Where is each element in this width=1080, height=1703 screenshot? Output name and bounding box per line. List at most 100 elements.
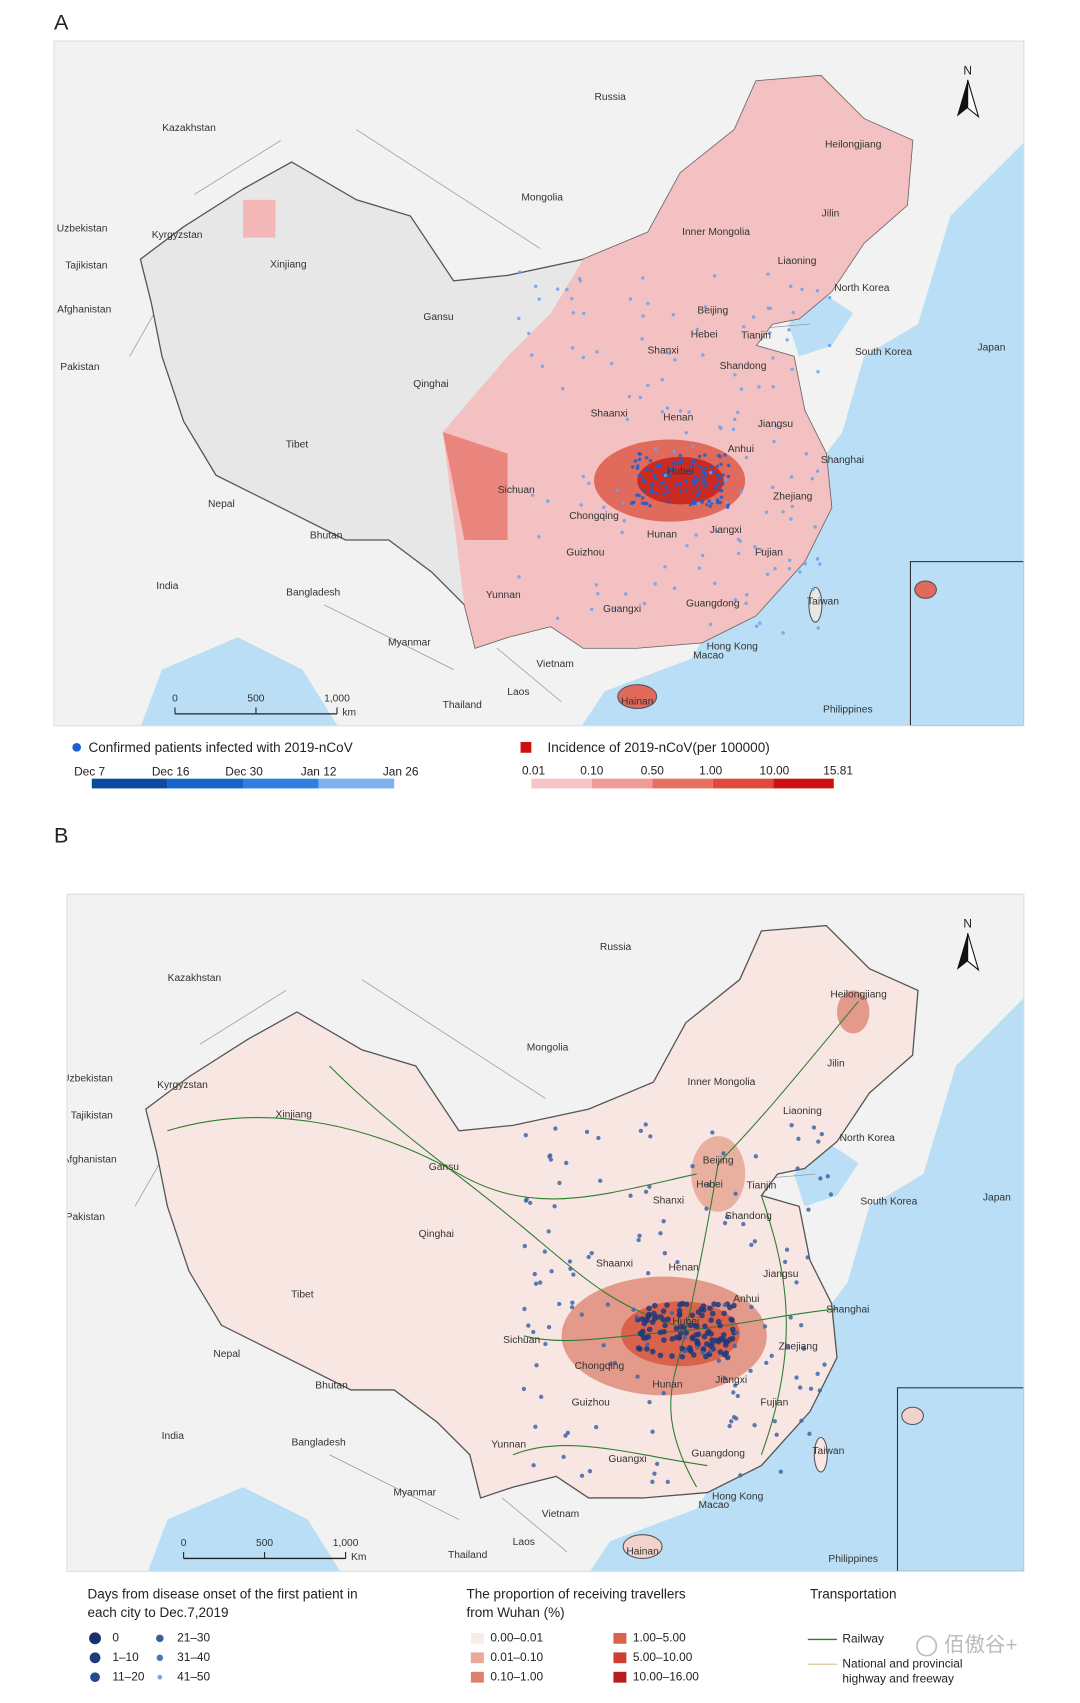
case-dot [801,1346,807,1351]
case-dot [703,471,708,475]
case-dot [658,1231,663,1236]
case-dot [771,385,775,389]
case-dot [807,1431,812,1436]
case-dot [638,452,642,456]
case-dot [637,1330,644,1337]
map-label: Japan [977,342,1005,353]
case-dot [770,485,775,489]
legend-title: Incidence of 2019-nCoV(per 100000) [548,740,770,755]
map-label: Taiwan [807,596,839,607]
legend-title: Transportation [810,1587,897,1602]
case-dot [668,474,673,478]
map-label: Tibet [291,1290,314,1301]
map-label: Guizhou [566,548,604,559]
case-dot [545,499,550,503]
case-dot [733,1191,738,1196]
case-dot [718,425,722,429]
case-dot [692,459,697,463]
case-dot [751,315,756,319]
map-label: Shanxi [653,1196,684,1207]
case-dot [652,1302,658,1309]
case-dot [708,504,713,508]
case-dot [787,566,792,571]
map-label: Myanmar [393,1487,436,1498]
map-label: Guangxi [603,604,641,615]
legend-label: 0.01–0.10 [490,1650,543,1664]
case-dot [531,1329,536,1335]
legend-label: 0.50 [641,763,665,777]
railway [760,1195,787,1455]
legend-label: 0.10–1.00 [490,1669,543,1683]
case-dot [533,284,538,289]
legend-swatch [470,1671,484,1683]
case-dot [521,1386,527,1392]
legend-label: highway and freeway [842,1672,954,1686]
map-label: Beijing [703,1156,734,1167]
border [356,129,541,249]
case-dot [569,1305,575,1310]
case-dot [726,463,731,468]
map-label: Hong Kong [712,1492,764,1503]
map-label: South Korea [855,347,912,358]
case-dot [790,367,794,372]
case-dot [557,1301,562,1307]
case-dot [701,353,705,357]
case-dot [669,1336,676,1342]
case-dot [785,338,789,342]
case-dot [649,1348,656,1355]
case-dot [602,505,606,510]
case-dot [634,1314,639,1320]
case-dot [681,1324,687,1331]
legend-label: Jan 12 [301,764,337,778]
case-dot [590,607,594,612]
case-dot [589,1250,594,1256]
legend-title: from Wuhan (%) [467,1605,565,1620]
case-dot [794,1280,799,1285]
legend-label: 1.00 [699,763,723,777]
case-dot [773,566,777,571]
map-label: Henan [663,413,694,424]
legend-dot [89,1652,101,1664]
case-dot [581,474,586,479]
case-dot [658,1314,664,1320]
case-dot [741,1221,746,1227]
legend-label: 10.00 [760,763,790,777]
case-dot [648,1134,653,1139]
case-dot [688,502,693,507]
case-dot [531,1463,536,1468]
case-dot [628,297,633,301]
legend-swatch [712,778,774,789]
map-label: Hainan [626,1547,659,1558]
case-dot [543,1341,548,1347]
case-dot [791,310,795,315]
map-label: Tajikistan [71,1110,113,1121]
panel-letter: B [54,823,68,848]
case-dot [731,1414,737,1420]
case-dot [539,1394,544,1400]
case-dot [641,1320,648,1327]
case-dot [709,1337,715,1343]
case-dot [794,1375,799,1380]
map-label: Jiangsu [758,419,794,430]
case-dot [652,1471,657,1476]
map-label: Macao [693,650,724,661]
legend-label: 0.10 [580,763,604,777]
case-dot [703,453,707,457]
case-dot [723,478,728,482]
legend-dot [157,1674,163,1680]
map-label: Philippines [823,704,873,715]
case-dot [642,489,647,493]
legend-label: 5.00–10.00 [633,1650,693,1664]
case-dot [579,503,583,507]
case-dot [664,485,668,489]
case-dot [691,498,695,503]
case-dot [785,1345,790,1350]
case-dot [676,1312,683,1318]
case-dot [664,1302,670,1308]
case-dot [637,493,641,498]
watermark-icon [916,1635,938,1657]
border [361,979,546,1099]
incidence-area [637,456,724,505]
legend-dot [156,1634,164,1643]
border [194,140,282,195]
